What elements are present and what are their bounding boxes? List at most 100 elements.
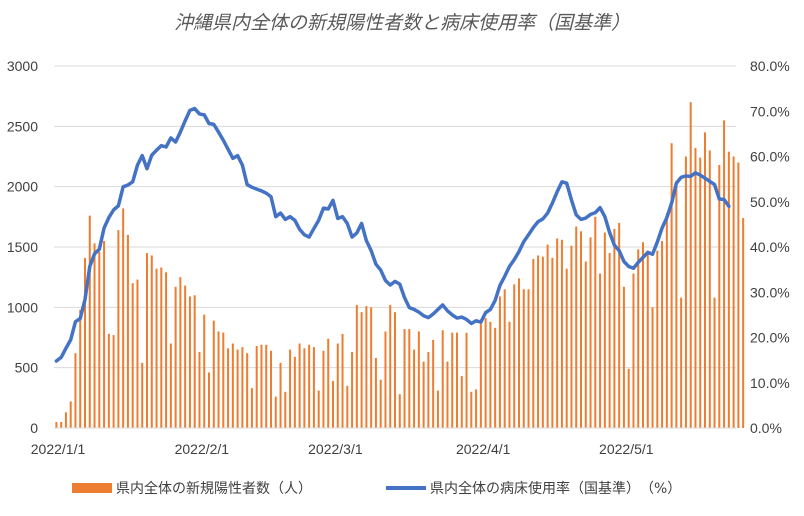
- bar: [165, 272, 168, 428]
- left-tick-label: 1500: [7, 239, 38, 255]
- bar: [93, 243, 96, 428]
- bar: [55, 421, 58, 428]
- bar: [265, 344, 268, 428]
- right-tick-label: 30.0%: [750, 284, 790, 300]
- legend-line-label: 県内全体の病床使用率（国基準） （%）: [430, 480, 681, 497]
- bar: [69, 401, 72, 428]
- bar: [174, 286, 177, 428]
- bar: [637, 249, 640, 428]
- bar: [742, 218, 745, 428]
- right-tick-label: 60.0%: [750, 149, 790, 165]
- bar: [351, 351, 354, 428]
- bar: [618, 222, 621, 428]
- bar: [250, 388, 253, 428]
- bar: [389, 304, 392, 428]
- right-tick-label: 10.0%: [750, 375, 790, 391]
- bar: [603, 232, 606, 428]
- bar: [360, 312, 363, 428]
- bar: [551, 257, 554, 428]
- bar: [403, 329, 406, 428]
- bar: [155, 268, 158, 428]
- bar: [689, 102, 692, 428]
- bar: [708, 150, 711, 428]
- bar: [212, 320, 215, 428]
- bar: [317, 390, 320, 428]
- bar: [675, 180, 678, 428]
- bar: [446, 361, 449, 428]
- bar: [565, 268, 568, 428]
- bar: [632, 273, 635, 428]
- bar: [184, 285, 187, 428]
- bar: [451, 332, 454, 428]
- bar: [246, 353, 249, 428]
- bar: [584, 261, 587, 428]
- bar: [336, 343, 339, 428]
- bar: [680, 297, 683, 428]
- right-tick-label: 40.0%: [750, 239, 790, 255]
- bar: [355, 304, 358, 428]
- bar: [188, 296, 191, 428]
- right-tick-label: 50.0%: [750, 194, 790, 210]
- bar: [527, 289, 530, 428]
- bar: [432, 339, 435, 428]
- left-tick-label: 0: [30, 420, 38, 436]
- left-tick-label: 500: [15, 360, 39, 376]
- bar: [570, 245, 573, 428]
- bar: [494, 327, 497, 428]
- bar: [498, 296, 501, 428]
- bar: [274, 396, 277, 428]
- bar: [594, 216, 597, 428]
- bar: [60, 421, 63, 428]
- bar: [112, 335, 115, 428]
- bar: [651, 307, 654, 428]
- bar: [579, 231, 583, 428]
- left-tick-label: 2500: [7, 118, 38, 134]
- bar: [327, 338, 330, 428]
- bar: [293, 356, 296, 428]
- bar: [64, 412, 67, 428]
- bar: [699, 157, 702, 428]
- bar: [160, 267, 163, 428]
- bar: [546, 244, 549, 428]
- bar: [627, 368, 630, 428]
- bar: [117, 230, 120, 428]
- bar: [656, 250, 659, 428]
- bar: [670, 143, 673, 428]
- bar: [532, 259, 535, 428]
- bar: [737, 162, 740, 429]
- bar: [475, 389, 478, 428]
- left-axis-ticks: 0 500 1000 1500 2000 2500 3000: [7, 58, 38, 436]
- bar: [479, 323, 482, 428]
- bar: [103, 240, 106, 428]
- right-axis-ticks: 0.0% 10.0% 20.0% 30.0% 40.0% 50.0% 60.0% 70.0% 8…: [750, 58, 790, 436]
- bar: [241, 347, 244, 428]
- bar: [393, 312, 397, 428]
- bar: [255, 345, 258, 428]
- bar: [556, 238, 559, 428]
- bar: [236, 349, 239, 428]
- bar: [260, 344, 263, 428]
- legend-bar-label: 県内全体の新規陽性者数（人）: [116, 480, 312, 497]
- bar: [517, 278, 521, 428]
- x-tick-label: 2022/2/1: [175, 441, 230, 457]
- bar: [441, 330, 444, 428]
- bar: [145, 253, 149, 428]
- bar: [227, 348, 230, 428]
- left-tick-label: 2000: [7, 179, 38, 195]
- bar: [341, 333, 344, 428]
- right-tick-label: 20.0%: [750, 330, 790, 346]
- bar: [522, 289, 525, 428]
- bar: [508, 321, 511, 428]
- bar: [217, 331, 220, 428]
- right-tick-label: 70.0%: [750, 103, 790, 119]
- bar: [489, 321, 492, 428]
- bar: [694, 148, 697, 428]
- x-tick-label: 2022/3/1: [308, 441, 363, 457]
- bar: [455, 332, 459, 428]
- bar: [141, 362, 144, 428]
- bar: [374, 358, 377, 428]
- bar: [303, 348, 306, 428]
- bar: [231, 343, 234, 428]
- bar: [365, 306, 368, 428]
